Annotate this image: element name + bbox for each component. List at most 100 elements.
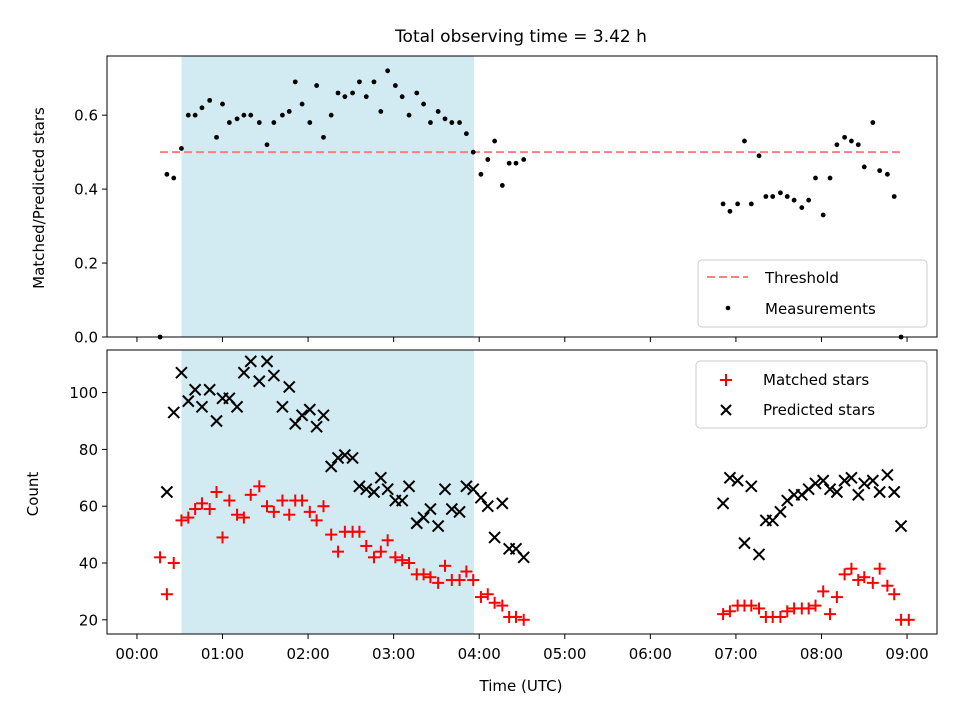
predicted-star-marker bbox=[858, 477, 871, 490]
matched-star-marker bbox=[902, 613, 915, 626]
predicted-star-marker-b bbox=[295, 409, 309, 422]
predicted-star-marker bbox=[237, 366, 251, 379]
predicted-star-marker-b bbox=[276, 400, 289, 414]
predicted-star-marker bbox=[324, 460, 338, 473]
measurement-point bbox=[463, 131, 469, 137]
measurement-point bbox=[770, 194, 776, 199]
top-x-ticks bbox=[136, 337, 908, 342]
predicted-star-marker bbox=[809, 477, 822, 490]
measurement-point bbox=[207, 97, 213, 103]
measurement-point bbox=[806, 197, 812, 203]
measurement-point bbox=[226, 120, 232, 125]
measurement-point bbox=[506, 160, 512, 166]
predicted-star-marker-b bbox=[402, 480, 416, 493]
predicted-star-marker-b bbox=[888, 485, 901, 499]
predicted-star-marker-b bbox=[223, 392, 236, 405]
predicted-star-marker bbox=[881, 468, 894, 482]
observing-window-shade bbox=[181, 56, 475, 337]
measurement-point bbox=[371, 79, 377, 85]
predicted-star-marker-b bbox=[431, 519, 445, 533]
predicted-star-marker bbox=[203, 383, 216, 396]
predicted-star-marker bbox=[774, 505, 787, 519]
matched-star-marker bbox=[467, 574, 480, 587]
measurement-point bbox=[884, 171, 890, 177]
matched-star-marker bbox=[267, 505, 280, 518]
matched-star-marker bbox=[723, 605, 736, 618]
predicted-star-marker-b bbox=[353, 480, 366, 493]
measurement-point bbox=[820, 212, 826, 218]
matched-star-marker bbox=[210, 486, 223, 498]
measurement-point bbox=[328, 112, 334, 118]
measurement-point bbox=[442, 116, 448, 122]
predicted-star-marker-b bbox=[237, 366, 251, 379]
measurement-point bbox=[299, 101, 305, 107]
predicted-star-marker bbox=[175, 366, 188, 379]
predicted-star-marker-b bbox=[182, 394, 195, 408]
matched-star-marker bbox=[438, 559, 451, 572]
measurement-point bbox=[470, 149, 476, 155]
bottom-x-tick-label: 06:00 bbox=[629, 645, 672, 663]
predicted-star-marker bbox=[230, 400, 244, 414]
measurement-point bbox=[256, 120, 262, 125]
measurement-point bbox=[521, 157, 527, 162]
predicted-star-marker bbox=[888, 485, 901, 499]
measurement-point bbox=[877, 168, 883, 174]
predicted-star-marker-b bbox=[881, 468, 894, 482]
measurement-point bbox=[192, 112, 198, 118]
bottom-x-tick-label: 04:00 bbox=[458, 645, 501, 663]
predicted-star-marker-b bbox=[738, 536, 751, 550]
matched-star-marker bbox=[809, 599, 822, 612]
predicted-star-marker-b bbox=[160, 485, 174, 499]
top-y-tick-label: 0.6 bbox=[74, 107, 98, 125]
predicted-star-marker bbox=[195, 400, 209, 414]
bottom-x-tick-label: 01:00 bbox=[201, 645, 244, 663]
matched-legend-swatch bbox=[720, 374, 732, 386]
top-y-ticks: 0.0 0.2 0.4 0.6 bbox=[74, 107, 107, 347]
predicted-star-marker bbox=[310, 420, 323, 433]
matched-star-marker bbox=[182, 511, 195, 524]
matched-star-marker bbox=[873, 562, 886, 575]
matched-star-marker bbox=[367, 551, 380, 564]
matched-star-marker bbox=[310, 514, 323, 527]
chart-title: Total observing time = 3.42 h bbox=[394, 27, 647, 47]
matched-star-marker bbox=[852, 574, 865, 587]
predicted-star-marker bbox=[460, 480, 473, 493]
predicted-star-marker bbox=[303, 403, 317, 416]
predicted-star-marker-b bbox=[823, 482, 837, 496]
measurement-point bbox=[778, 190, 783, 196]
measurement-point bbox=[335, 90, 341, 96]
measurement-point bbox=[414, 90, 420, 96]
top-axes-frame bbox=[106, 55, 938, 338]
bottom-y-tick-label: 80 bbox=[79, 441, 98, 459]
predicted-star-marker bbox=[838, 474, 851, 487]
predicted-star-marker-b bbox=[445, 502, 459, 516]
predicted-star-marker bbox=[845, 471, 858, 485]
measurement-point bbox=[385, 68, 391, 74]
matched-star-marker bbox=[830, 591, 843, 604]
measurement-point bbox=[406, 112, 412, 118]
measurement-point bbox=[891, 194, 897, 199]
top-y-tick-label: 0.0 bbox=[74, 329, 98, 347]
predicted-star-marker-b bbox=[509, 542, 523, 556]
predicted-star-marker bbox=[353, 480, 366, 493]
bottom-x-tick-label: 09:00 bbox=[885, 645, 928, 663]
matched-star-marker bbox=[488, 596, 501, 609]
matched-star-marker bbox=[845, 562, 858, 575]
predicted-star-marker bbox=[445, 502, 459, 516]
predicted-star-marker-b bbox=[244, 355, 257, 368]
matched-star-marker bbox=[237, 511, 250, 524]
bottom-x-tick-label: 00:00 bbox=[115, 645, 158, 663]
measurement-point bbox=[748, 201, 754, 207]
measurement-point bbox=[849, 138, 854, 144]
predicted-star-marker-b bbox=[331, 451, 345, 465]
predicted-star-marker bbox=[852, 488, 865, 502]
predicted-star-marker bbox=[395, 494, 409, 507]
predicted-stars-points bbox=[160, 355, 908, 564]
predicted-star-marker bbox=[517, 551, 530, 564]
matched-star-marker bbox=[261, 500, 274, 513]
measurement-point bbox=[171, 175, 177, 181]
predicted-star-marker bbox=[424, 502, 437, 516]
predicted-star-marker-b bbox=[381, 482, 394, 496]
predicted-star-marker-b bbox=[873, 485, 886, 499]
predicted-star-marker bbox=[367, 485, 381, 499]
